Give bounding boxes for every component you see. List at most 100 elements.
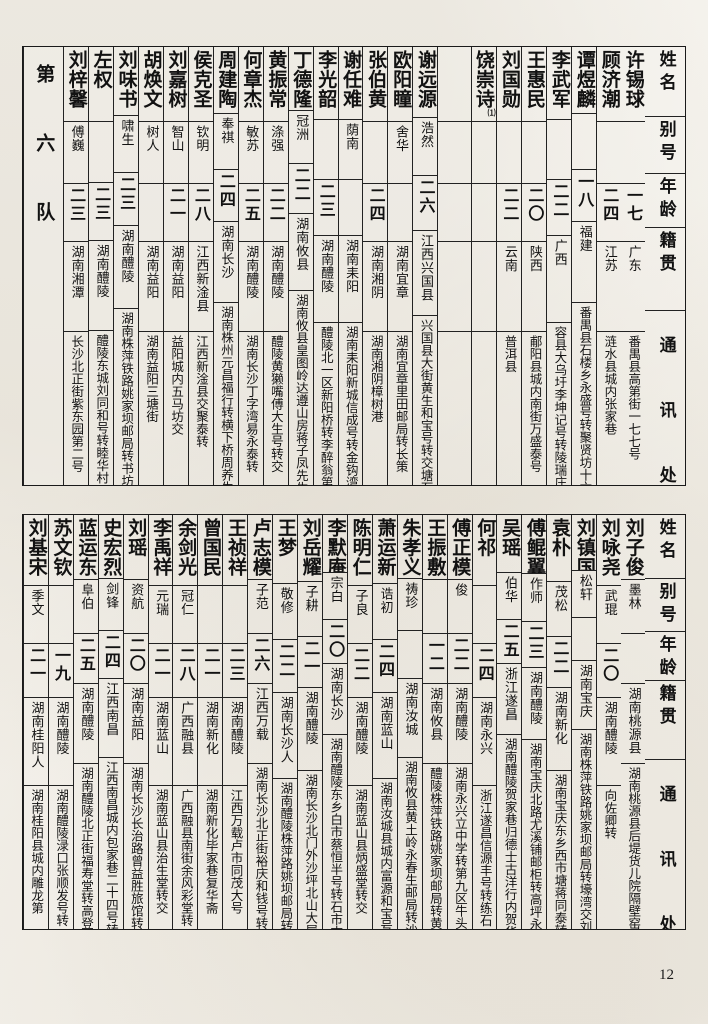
person-origin-cell: 湖南醴陵 [88,240,113,330]
person-column: 刘子俊 墨林 湖南桃源县 湖南桃源县后堤货儿院隔壁窑宅 [621,515,645,929]
person-name-cell: 刘嘉树 [164,47,188,121]
person-alias-cell [438,121,472,183]
person-age: 二六 [251,636,271,673]
person-address-cell: 湖南蓝山县炳盛堂转交 [347,785,372,929]
person-origin-cell: 湖南新化 [198,697,223,785]
person-alias-cell [621,121,645,183]
person-address: 湖南株萍铁路姚家坝邮局转书坊坑 [119,312,135,485]
person-age-cell [388,183,413,241]
person-address: 广西融县南街余风彩堂转 [178,789,194,927]
person-age-cell [572,616,597,660]
person-name: 黄振常 [265,50,288,109]
person-alias: 松轩 [576,574,592,602]
person-origin-cell: 湖南益阳 [163,241,188,331]
person-column: 吴瑶 伯华 二五 浙江遂昌 湖南醴陵贺家巷归德士古洋行内贺华宴君交 [496,515,522,929]
person-name-cell: 刘镇国 [572,515,596,570]
person-name-cell: 曾国民 [198,515,222,585]
person-origin: 广东 [625,245,641,272]
person-alias-cell [223,585,248,643]
person-column: 萧运新 诰初 二四 湖南蓝山 湖南汝城县城内富源和宝号 [371,515,397,929]
person-origin: 湖南蓝山 [377,696,393,750]
person-address-cell: 江西新淦县交聚泰转 [188,331,213,485]
person-origin-cell: 湖南桃源县 [621,682,645,764]
person-age: 二五 [76,636,96,673]
person-origin-cell: 湖南湘潭 [64,241,88,331]
person-name-cell: 李光韶 [314,47,338,119]
person-name-cell: 李默庵 [323,515,347,572]
person-alias-cell [88,120,113,183]
person-address-cell: 番禺县高第街一七七号 [621,331,645,485]
person-column: 蓝运东 阜伯 二五 湖南醴陵 湖南醴陵北正街福寿堂转高登堂 [72,515,98,929]
person-age-cell: 二五 [238,183,263,241]
person-alias-cell: 荫南 [338,118,363,179]
person-age: 二三 [226,647,246,683]
person-column [437,47,472,485]
person-name-cell: 蓝运东 [74,515,98,579]
person-name: 史宏烈 [100,518,123,577]
person-name: 顾济潮 [598,50,621,109]
legend-name-cell: 姓名 [645,47,685,116]
person-age-cell: 二三 [64,183,88,241]
person-age: 二四 [216,172,236,209]
person-column: 傅正模俊二二 湖南醴陵 湖南永兴立中学转第九区牛头村 [446,515,472,929]
person-address-cell: 湖南长沙北门外沙坪北山大屋 [298,770,323,929]
person-alias-cell: 冠洲 [288,110,313,163]
person-name: 刘咏尧 [598,518,621,577]
person-address: 江西万载卢市同茂大号 [228,789,244,914]
person-name: 谭煜麟 [573,50,596,109]
person-age-cell: 二一 [163,183,188,241]
person-age: 一二 [425,636,445,673]
team-label-cell: 第 六 队 [24,47,63,485]
person-column: 刘基宋 季文 二一 湖南桂阳人 湖南桂阳县城内雕龙第 [22,515,48,929]
person-origin: 福建 [576,225,592,253]
person-origin: 湖南攸县 [427,686,443,741]
person-name-cell: 刘瑶 [124,515,148,579]
person-origin: 湖南新化 [551,691,567,746]
person-address-cell: 醴陵黄獭嘴傅大生号转交 [263,331,288,485]
person-column: 刘嘉树智山二一 湖南益阳 益阳城内五马坊交 [162,47,188,485]
person-origin: 湖南桂阳人 [28,701,44,769]
person-age-cell: 二四 [472,643,497,697]
person-address-cell: 益阳城内五马坊交 [163,331,188,485]
person-origin-cell: 福建 [572,221,597,302]
person-name-cell: 袁朴 [547,515,571,581]
person-age-cell [438,183,472,241]
person-age-cell: 二四 [363,183,388,241]
person-address-cell: 湖南桂阳县城内雕龙第 [23,785,48,929]
person-age: 二二 [266,187,286,223]
person-age: 二二 [450,636,470,673]
person-alias-cell: 俊 [447,579,472,632]
person-column: 刘国勋 二二 云南 普洱县 [496,47,522,485]
person-alias-cell: 智山 [163,121,188,183]
person-address: 湖南耒阳新城信成号转金钩湾 [343,326,359,485]
person-alias: 智山 [168,125,184,152]
person-name-cell: 卢志模 [248,515,272,579]
person-name: 曾国民 [200,518,223,577]
person-name-cell: 谭煜麟 [572,47,596,113]
person-age-cell: 二四 [597,183,622,241]
person-address: 湖南醴陵东乡白市蔡恒半号转石市古姓号收 [328,738,344,929]
person-alias-cell [597,121,622,183]
person-origin-cell: 湖南醴陵 [347,697,372,785]
person-name: 谢远源 [415,50,438,109]
person-origin: 湖南汝城 [402,682,418,737]
person-alias-cell [472,121,497,183]
person-address-cell: 湖南永兴立中学转第九区牛头村 [447,763,472,929]
person-alias-cell [497,121,522,183]
person-origin-cell: 湖南攸县 [288,212,313,290]
person-name-cell: 许锡球 [621,47,645,121]
person-name-cell: 刘味书 [114,47,138,115]
person-column: 顾济潮 二四 江苏 涟水县城内张家巷 [596,47,622,485]
person-address: 兴国县大街黄生和宝号转交塘石 [418,318,434,485]
person-origin-cell: 湖南醴陵 [522,666,547,740]
person-address: 湖南永兴立中学转第九区牛头村 [452,767,468,929]
person-address-cell: 普洱县 [497,331,522,485]
person-alias-cell: 阜伯 [73,579,98,632]
person-address: 湖南醴陵贺家巷归德士古洋行内贺华宴君交 [502,738,518,929]
legend-age-cell: 年龄 [645,173,685,227]
person-alias: 荫南 [343,122,359,150]
person-column: 陈明仁 子良 二二 湖南醴陵 湖南蓝山县炳盛堂转交 [346,515,372,929]
person-address: 湖南宝庆东乡西市塘蒋同泰转 [552,774,568,929]
person-address-cell: 湖南宝庆东乡西市塘蒋同泰转 [547,770,572,929]
